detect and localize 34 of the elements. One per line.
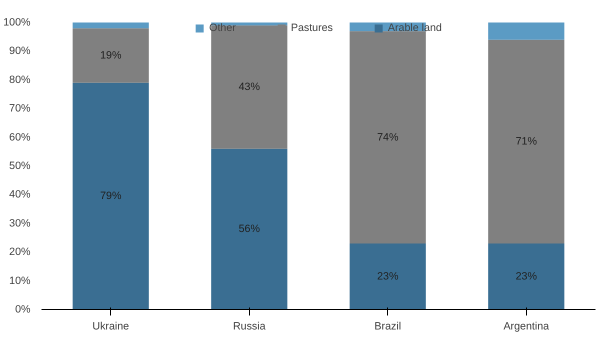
bar — [72, 82, 149, 310]
data-label: 19% — [100, 50, 122, 62]
y-tick-label: 100% — [3, 16, 32, 28]
y-tick-label: 10% — [9, 274, 32, 287]
y-tick-label: 70% — [9, 102, 32, 115]
data-label: 71% — [516, 136, 538, 148]
x-tick-label: Russia — [232, 320, 266, 332]
y-tick-label: 20% — [9, 246, 32, 258]
y-tick-label: 50% — [9, 160, 32, 172]
bar — [211, 25, 288, 149]
data-label: 43% — [238, 81, 260, 94]
y-tick-label: 30% — [9, 217, 32, 230]
bar — [72, 22, 149, 28]
y-tick-label: 90% — [9, 45, 32, 58]
bar — [350, 243, 426, 310]
y-tick-label: 40% — [9, 188, 32, 201]
bar — [488, 243, 564, 310]
y-tick-label: 0% — [15, 304, 32, 316]
bar — [488, 40, 564, 244]
bar — [211, 148, 288, 310]
x-tick-label: Argentina — [503, 320, 550, 332]
data-label: 79% — [100, 190, 122, 202]
y-tick-label: 80% — [9, 74, 32, 86]
data-label: 74% — [377, 131, 399, 144]
x-tick-label: Brazil — [374, 320, 402, 332]
bar — [72, 28, 149, 83]
bar — [488, 22, 564, 40]
data-label: 23% — [516, 270, 538, 282]
y-tick-label: 60% — [9, 131, 32, 144]
x-tick-label: Ukraine — [92, 320, 130, 332]
bar — [350, 31, 426, 244]
data-label: 56% — [238, 223, 260, 236]
data-label: 23% — [377, 270, 399, 282]
legend-label: Pastures — [290, 22, 333, 34]
